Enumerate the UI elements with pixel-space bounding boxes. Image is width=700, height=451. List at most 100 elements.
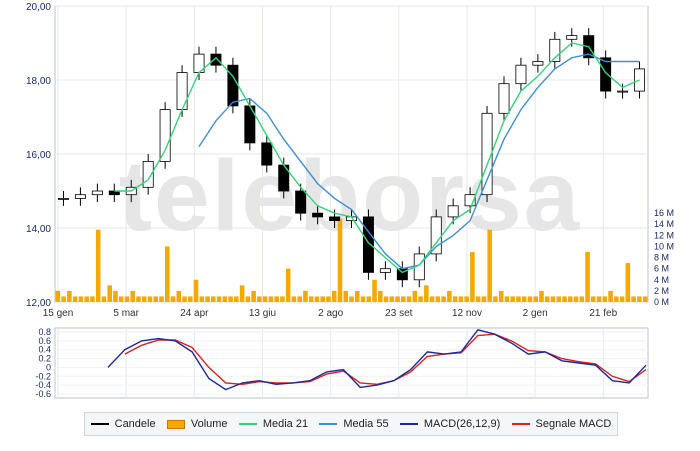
volume-tick-label: 4 M <box>654 275 669 285</box>
x-tick-label: 12 nov <box>452 308 482 319</box>
media-21-line <box>114 42 640 274</box>
volume-bar <box>228 296 233 302</box>
volume-bar <box>389 296 395 302</box>
volume-bar <box>550 296 556 302</box>
volume-bar <box>429 296 435 302</box>
volume-bar <box>199 296 205 302</box>
candle-body <box>261 142 273 166</box>
legend-media55-swatch <box>319 423 338 425</box>
volume-bar <box>251 290 256 302</box>
volume-bar <box>280 296 285 302</box>
volume-bar <box>360 296 366 302</box>
legend-media21-swatch <box>238 423 257 425</box>
volume-tick-label: 10 M <box>654 241 674 251</box>
volume-bar <box>424 285 429 302</box>
volume-bar <box>372 279 377 302</box>
volume-bar <box>268 296 274 302</box>
macd-tick-label: 0.2 <box>38 354 51 364</box>
legend-volume[interactable]: Volume <box>166 418 228 430</box>
candle-body <box>464 194 476 207</box>
price-tick-label: 12,00 <box>26 298 51 309</box>
legend-media21[interactable]: Media 21 <box>238 418 308 430</box>
volume-bar <box>320 296 325 302</box>
volume-bar <box>239 285 245 302</box>
candle-body <box>142 160 154 188</box>
volume-bar <box>447 290 452 302</box>
candle-body <box>481 112 493 196</box>
volume-bar <box>470 251 475 302</box>
volume-bar <box>510 296 515 302</box>
volume-bar <box>418 296 423 302</box>
legend-signal[interactable]: Segnale MACD <box>511 418 612 430</box>
volume-bar <box>585 251 590 302</box>
volume-bar <box>567 296 573 302</box>
volume-bar <box>637 296 642 302</box>
macd-line <box>107 329 647 391</box>
legend-candele-label: Candele <box>114 418 156 430</box>
x-tick-label: 24 apr <box>180 308 209 319</box>
volume-bar <box>72 296 78 302</box>
volume-bar <box>331 290 337 302</box>
macd-tick-label: 0.6 <box>38 336 51 346</box>
x-tick-label: 21 feb <box>589 308 617 319</box>
legend-volume-swatch <box>166 419 185 429</box>
volume-bar <box>159 296 164 302</box>
volume-bar <box>533 296 539 302</box>
volume-bar <box>481 296 487 302</box>
volume-bar <box>631 296 636 302</box>
volume-bar <box>493 296 498 302</box>
legend-signal-label: Segnale MACD <box>535 418 612 430</box>
volume-bar <box>118 296 124 302</box>
volume-bar <box>401 296 406 302</box>
candle-body <box>617 90 629 93</box>
volume-bar <box>573 296 579 302</box>
macd-tick-label: 0 <box>46 362 51 372</box>
volume-bar <box>596 296 602 302</box>
volume-bar <box>378 290 383 302</box>
volume-bar <box>458 296 464 302</box>
x-tick-label: 15 gen <box>43 308 74 319</box>
volume-bar <box>61 296 66 302</box>
axes: 15 gen 5 mar 24 apr 13 giu 2 ago 23 set 12 nov… <box>26 2 674 399</box>
price-tick-label: 18,00 <box>26 76 51 87</box>
legend-media55[interactable]: Media 55 <box>319 418 389 430</box>
volume-bar <box>406 296 412 302</box>
legend-macd[interactable]: MACD(26,12,9) <box>399 418 500 430</box>
price-tick-label: 16,00 <box>26 150 51 161</box>
volume-bar <box>291 296 297 302</box>
legend-candele[interactable]: Candele <box>90 418 156 430</box>
x-tick-label: 5 mar <box>113 308 139 319</box>
candle-body <box>57 197 69 200</box>
volume-tick-label: 14 M <box>654 219 674 229</box>
volume-bar <box>55 290 61 302</box>
volume-bar <box>113 290 118 302</box>
volume-bar <box>475 296 481 302</box>
volume-bar <box>539 290 544 302</box>
candle-body <box>600 57 612 92</box>
volume-bar <box>412 290 418 302</box>
watermark: teleborsa <box>119 140 582 252</box>
macd-lines <box>107 329 647 391</box>
volume-bar <box>188 296 193 302</box>
volume-bar <box>164 246 170 302</box>
volume-bar <box>625 263 631 302</box>
volume-bar <box>516 296 521 302</box>
candle-body <box>329 216 341 221</box>
volume-tick-label: 6 M <box>654 264 669 274</box>
volume-bar <box>95 229 101 302</box>
volume-bar <box>314 296 320 302</box>
legend-macd-swatch <box>399 423 418 425</box>
candle-body <box>312 212 324 218</box>
volume-tick-label: 16 M <box>654 208 674 218</box>
volume-bars <box>55 218 648 302</box>
volume-bar <box>498 290 504 302</box>
volume-bar <box>544 296 550 302</box>
volume-tick-label: 2 M <box>654 286 669 296</box>
volume-bar <box>435 296 441 302</box>
volume-bar <box>343 290 349 302</box>
volume-bar <box>556 296 562 302</box>
legend-media55-label: Media 55 <box>343 418 389 430</box>
volume-bar <box>614 296 619 302</box>
x-tick-label: 23 set <box>385 308 412 319</box>
volume-bar <box>487 229 492 302</box>
